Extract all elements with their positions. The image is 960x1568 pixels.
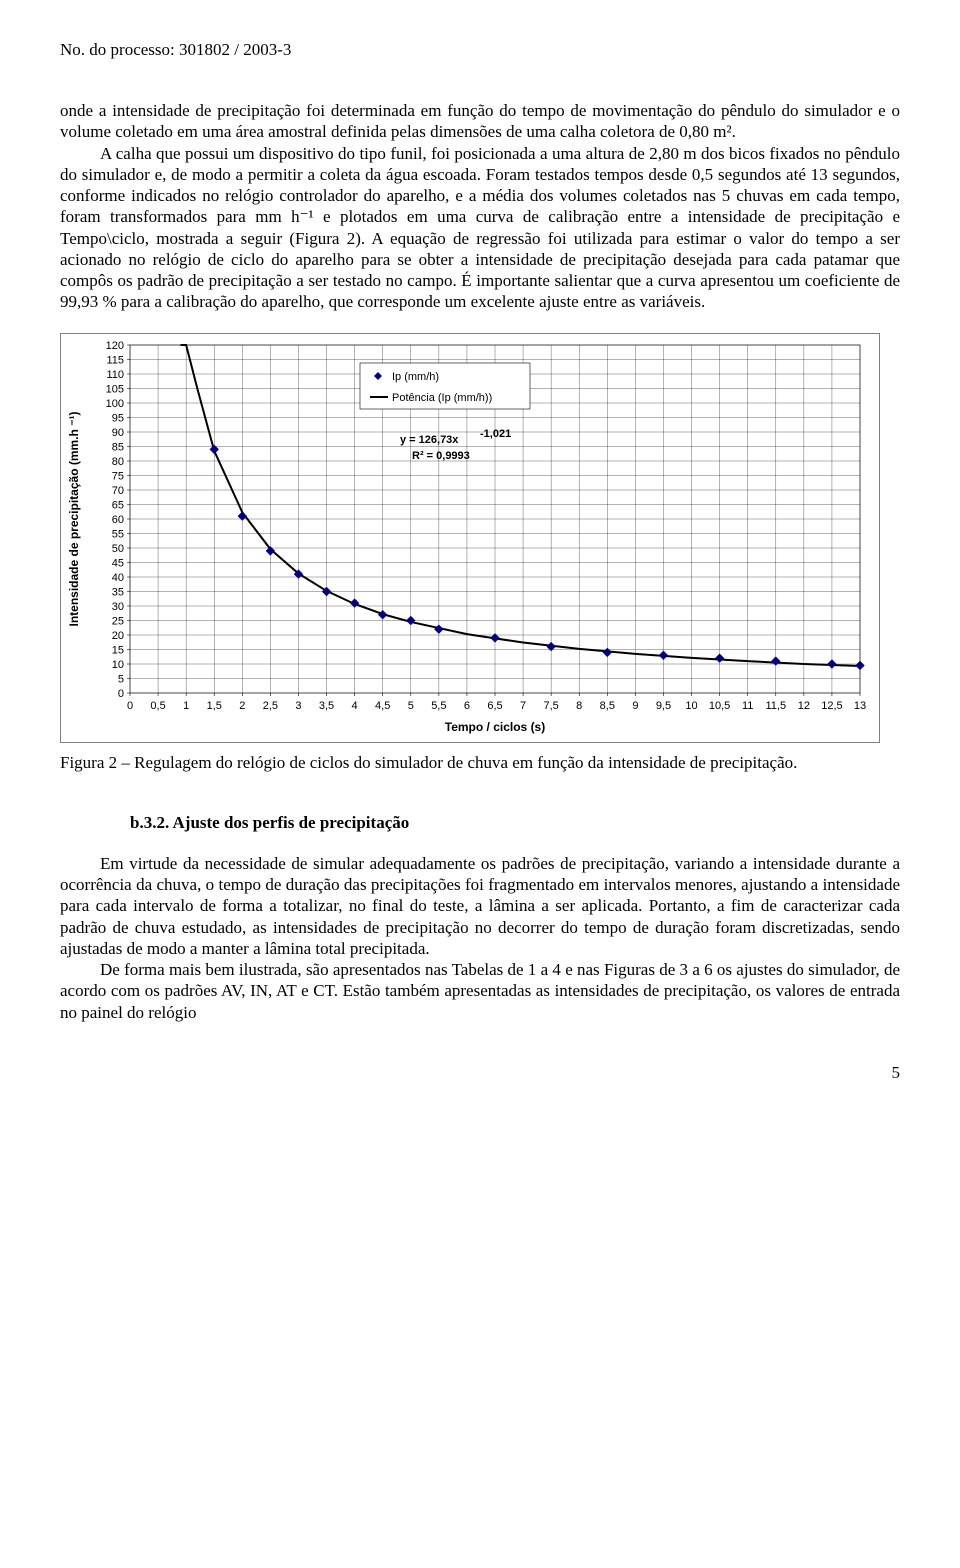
svg-text:20: 20: [112, 630, 124, 642]
svg-text:Potência (Ip (mm/h)): Potência (Ip (mm/h)): [392, 392, 492, 404]
paragraph-1: onde a intensidade de precipitação foi d…: [60, 100, 900, 143]
svg-text:110: 110: [106, 369, 124, 381]
svg-text:9: 9: [632, 700, 638, 712]
svg-text:65: 65: [112, 499, 124, 511]
svg-text:8,5: 8,5: [600, 700, 615, 712]
svg-text:10: 10: [685, 700, 697, 712]
figure-2-caption: Figura 2 – Regulagem do relógio de ciclo…: [60, 753, 900, 773]
svg-text:3: 3: [295, 700, 301, 712]
svg-text:115: 115: [106, 354, 124, 366]
svg-text:Ip (mm/h): Ip (mm/h): [392, 371, 439, 383]
svg-text:11: 11: [742, 700, 753, 712]
svg-text:95: 95: [112, 412, 124, 424]
svg-text:2: 2: [239, 700, 245, 712]
svg-text:R² = 0,9993: R² = 0,9993: [412, 450, 470, 462]
svg-text:y = 126,73x: y = 126,73x: [400, 434, 459, 446]
svg-text:2,5: 2,5: [263, 700, 278, 712]
paragraph-4: De forma mais bem ilustrada, são apresen…: [60, 959, 900, 1023]
svg-text:7,5: 7,5: [544, 700, 559, 712]
svg-text:5,5: 5,5: [431, 700, 446, 712]
chart-svg: 0510152025303540455055606570758085909510…: [60, 333, 880, 743]
svg-text:3,5: 3,5: [319, 700, 334, 712]
svg-text:30: 30: [112, 601, 124, 613]
svg-text:-1,021: -1,021: [480, 428, 511, 440]
page-number: 5: [60, 1063, 900, 1083]
svg-text:25: 25: [112, 615, 124, 627]
svg-text:35: 35: [112, 586, 124, 598]
svg-text:60: 60: [112, 514, 124, 526]
svg-text:Intensidade de precipitação (m: Intensidade de precipitação (mm.h ⁻¹): [67, 411, 81, 626]
svg-text:10,5: 10,5: [709, 700, 730, 712]
svg-text:40: 40: [112, 572, 124, 584]
svg-text:11,5: 11,5: [765, 700, 786, 712]
svg-text:4,5: 4,5: [375, 700, 390, 712]
svg-text:0: 0: [118, 688, 124, 700]
svg-text:13: 13: [854, 700, 866, 712]
svg-text:12: 12: [798, 700, 810, 712]
svg-text:8: 8: [576, 700, 582, 712]
svg-text:6: 6: [464, 700, 470, 712]
svg-text:Tempo / ciclos (s): Tempo / ciclos (s): [445, 720, 545, 734]
svg-text:105: 105: [106, 383, 124, 395]
svg-text:4: 4: [352, 700, 358, 712]
svg-text:10: 10: [112, 659, 124, 671]
svg-text:1,5: 1,5: [207, 700, 222, 712]
process-header: No. do processo: 301802 / 2003-3: [60, 40, 900, 60]
svg-text:55: 55: [112, 528, 124, 540]
svg-text:6,5: 6,5: [487, 700, 502, 712]
svg-text:50: 50: [112, 543, 124, 555]
svg-text:80: 80: [112, 456, 124, 468]
paragraph-2: A calha que possui um dispositivo do tip…: [60, 143, 900, 313]
svg-text:0,5: 0,5: [150, 700, 165, 712]
svg-text:7: 7: [520, 700, 526, 712]
paragraph-3: Em virtude da necessidade de simular ade…: [60, 853, 900, 959]
svg-text:90: 90: [112, 427, 124, 439]
svg-text:1: 1: [183, 700, 189, 712]
svg-text:100: 100: [106, 398, 124, 410]
svg-text:9,5: 9,5: [656, 700, 671, 712]
svg-text:5: 5: [118, 673, 124, 685]
svg-text:12,5: 12,5: [821, 700, 842, 712]
svg-text:85: 85: [112, 441, 124, 453]
svg-text:0: 0: [127, 700, 133, 712]
svg-text:45: 45: [112, 557, 124, 569]
svg-text:70: 70: [112, 485, 124, 497]
svg-text:75: 75: [112, 470, 124, 482]
svg-text:15: 15: [112, 644, 124, 656]
chart-figure-2: 0510152025303540455055606570758085909510…: [60, 333, 900, 743]
section-b32-title: b.3.2. Ajuste dos perfis de precipitação: [130, 813, 900, 833]
svg-text:5: 5: [408, 700, 414, 712]
svg-text:120: 120: [106, 340, 124, 352]
